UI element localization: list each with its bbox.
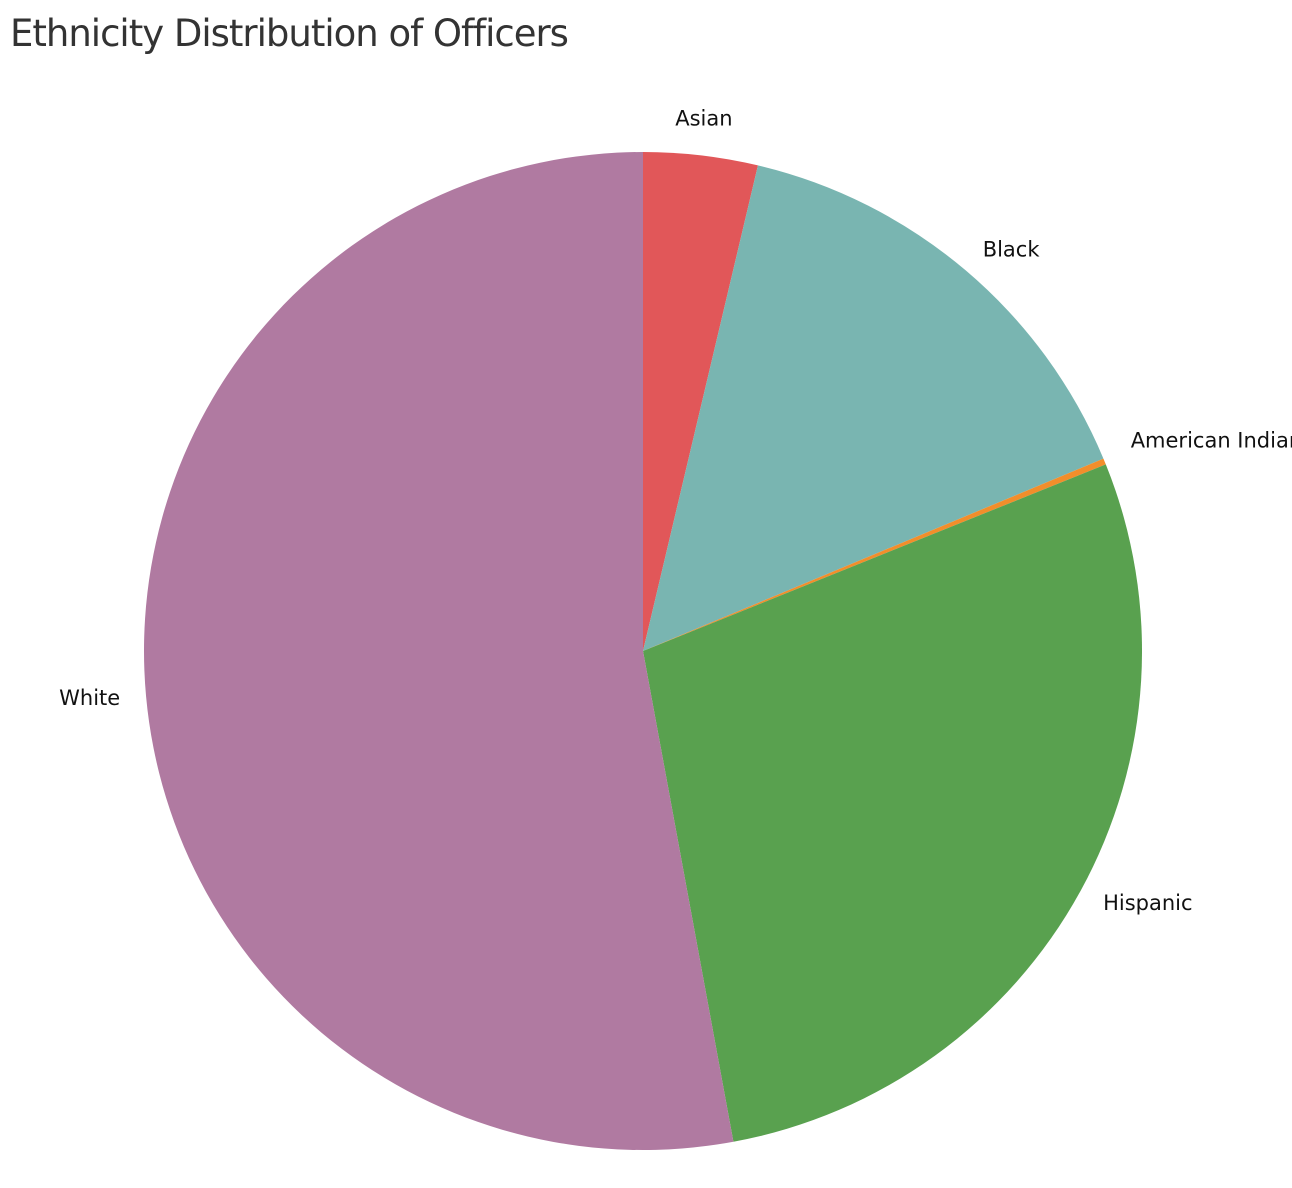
pie-slices — [144, 152, 1143, 1150]
chart-title: Ethnicity Distribution of Officers — [10, 12, 569, 55]
pie-slice-asian[interactable] — [643, 152, 758, 651]
pie-slice-black[interactable] — [643, 165, 1104, 652]
pie-slice-hispanic[interactable] — [643, 464, 1143, 1142]
pie-label-hispanic: Hispanic — [1103, 891, 1192, 915]
pie-label-black: Black — [983, 238, 1041, 262]
pie-slice-american-indian[interactable] — [643, 458, 1106, 651]
pie-slice-white[interactable] — [144, 152, 734, 1150]
pie-label-american-indian: American Indian — [1131, 429, 1292, 453]
pie-labels: Asian Black American Indian Hispanic White — [59, 107, 1292, 915]
pie-label-white: White — [59, 686, 120, 710]
pie-label-asian: Asian — [675, 107, 732, 131]
